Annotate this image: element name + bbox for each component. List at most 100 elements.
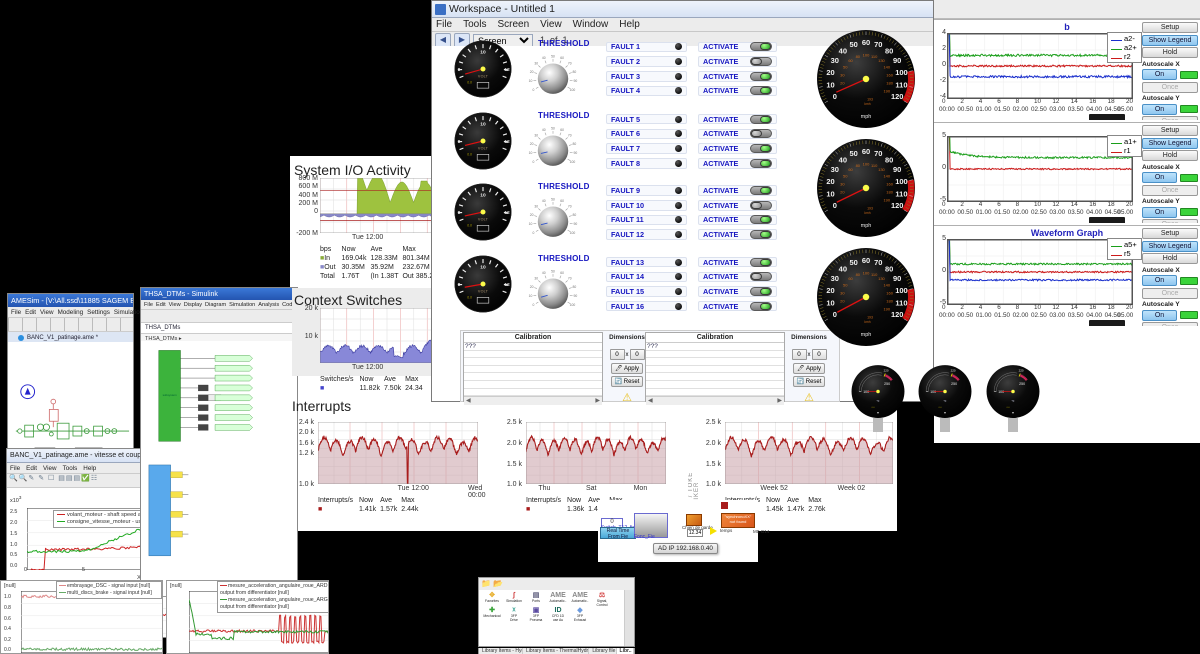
svg-text:10: 10 [480,264,486,270]
svg-text:40: 40 [542,128,546,132]
svg-text:0: 0 [458,67,461,73]
svg-text:190: 190 [883,198,890,203]
svg-text:12: 12 [504,67,510,73]
svg-text:140: 140 [883,65,890,70]
svg-text:20: 20 [530,142,534,146]
svg-text:90: 90 [574,151,578,155]
svg-text:120: 120 [891,201,904,210]
svg-text:130: 130 [878,167,885,172]
svg-text:60: 60 [560,128,564,132]
svg-text:50: 50 [551,269,555,273]
svg-text:10: 10 [529,151,533,155]
svg-text:90: 90 [574,79,578,83]
svg-text:20: 20 [826,68,834,77]
svg-text:30: 30 [840,290,845,295]
svg-text:110: 110 [895,298,907,307]
svg-text:0: 0 [533,88,535,92]
svg-text:70: 70 [874,258,882,267]
svg-text:100: 100 [570,231,576,235]
svg-text:20: 20 [840,299,845,304]
svg-text:50: 50 [551,54,555,58]
svg-text:50: 50 [843,174,848,179]
svg-text:kmh: kmh [864,102,870,106]
svg-text:0: 0 [458,282,461,288]
svg-text:90: 90 [893,274,901,283]
svg-text:12: 12 [504,210,510,216]
svg-text:100: 100 [570,160,576,164]
svg-text:40: 40 [839,155,847,164]
svg-text:20: 20 [530,69,534,73]
svg-text:250: 250 [884,382,890,386]
svg-text:193: 193 [867,316,873,320]
svg-text:20: 20 [826,177,834,186]
svg-text:193: 193 [867,98,873,102]
svg-text:100: 100 [895,286,908,295]
svg-text:10: 10 [826,189,834,198]
svg-text:0: 0 [458,210,461,216]
svg-text:0: 0 [458,139,461,145]
svg-text:50: 50 [850,40,858,49]
svg-text:30: 30 [831,56,839,65]
svg-text:0: 0 [833,92,837,101]
svg-text:50: 50 [843,65,848,70]
svg-text:40: 40 [542,200,546,204]
svg-text:mph: mph [861,223,872,229]
svg-text:180: 180 [886,299,893,304]
svg-text:140: 140 [883,283,890,288]
svg-text:40: 40 [839,264,847,273]
svg-text:120: 120 [891,92,904,101]
svg-text:60: 60 [560,200,564,204]
svg-text:80: 80 [573,69,577,73]
svg-text:80: 80 [573,142,577,146]
svg-text:°F: °F [876,399,879,403]
svg-text:220: 220 [951,369,956,373]
svg-text:10: 10 [529,79,533,83]
svg-text:20: 20 [530,285,534,289]
svg-text:20: 20 [530,213,534,217]
svg-text:10: 10 [826,298,834,307]
svg-text:140: 140 [883,174,890,179]
svg-text:VOLT: VOLT [478,218,489,222]
svg-text:80: 80 [573,213,577,217]
svg-text:mph: mph [861,114,872,120]
svg-text:160: 160 [886,290,893,295]
svg-text:0: 0 [533,231,535,235]
svg-text:mph: mph [861,332,872,338]
svg-text:VOLT: VOLT [478,289,489,293]
svg-text:80: 80 [885,46,893,55]
svg-text:80: 80 [573,285,577,289]
svg-text:20: 20 [826,286,834,295]
svg-text:°F: °F [943,399,946,403]
svg-text:10: 10 [480,49,486,55]
svg-text:100: 100 [570,88,576,92]
svg-text:160: 160 [886,72,893,77]
svg-text:subsystem: subsystem [163,393,178,397]
svg-text:40: 40 [839,46,847,55]
svg-text:30: 30 [840,181,845,186]
svg-text:100: 100 [570,303,576,307]
svg-text:70: 70 [568,205,572,209]
svg-text:80: 80 [856,54,861,59]
svg-text:100: 100 [895,68,908,77]
svg-text:30: 30 [831,165,839,174]
svg-text:30: 30 [534,134,538,138]
svg-text:80: 80 [856,163,861,168]
svg-text:80: 80 [856,272,861,277]
svg-text:120: 120 [891,310,904,319]
svg-text:10: 10 [529,222,533,226]
svg-text:70: 70 [874,149,882,158]
svg-text:110: 110 [895,80,907,89]
svg-text:100: 100 [895,177,908,186]
svg-text:70: 70 [568,61,572,65]
svg-text:50: 50 [551,198,555,202]
svg-text:60: 60 [848,58,853,63]
svg-text:70: 70 [568,277,572,281]
svg-text:190: 190 [883,89,890,94]
svg-text:20: 20 [840,190,845,195]
svg-text:220: 220 [884,369,889,373]
svg-text:60: 60 [560,271,564,275]
svg-text:60: 60 [848,276,853,281]
svg-text:60: 60 [862,256,870,265]
svg-text:100: 100 [863,53,870,58]
svg-text:0.0: 0.0 [467,295,472,299]
